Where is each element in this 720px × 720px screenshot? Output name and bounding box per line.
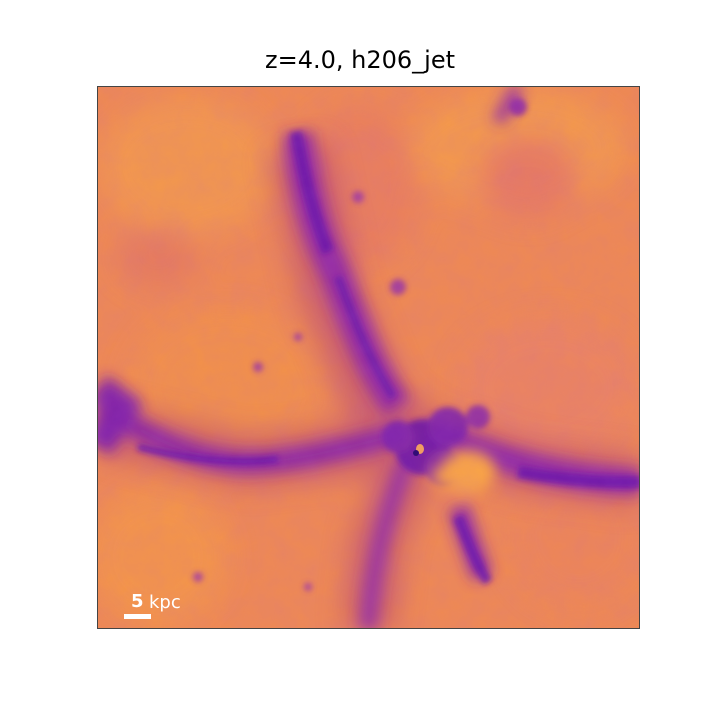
scale-bar-line — [124, 614, 151, 619]
scale-bar: 5 kpc — [124, 590, 204, 630]
plot-title: z=4.0, h206_jet — [265, 46, 455, 74]
scale-bar-unit: kpc — [149, 592, 181, 613]
scale-bar-value: 5 — [131, 591, 144, 612]
density-projection-map — [97, 86, 640, 629]
density-map-graphic — [98, 87, 639, 628]
